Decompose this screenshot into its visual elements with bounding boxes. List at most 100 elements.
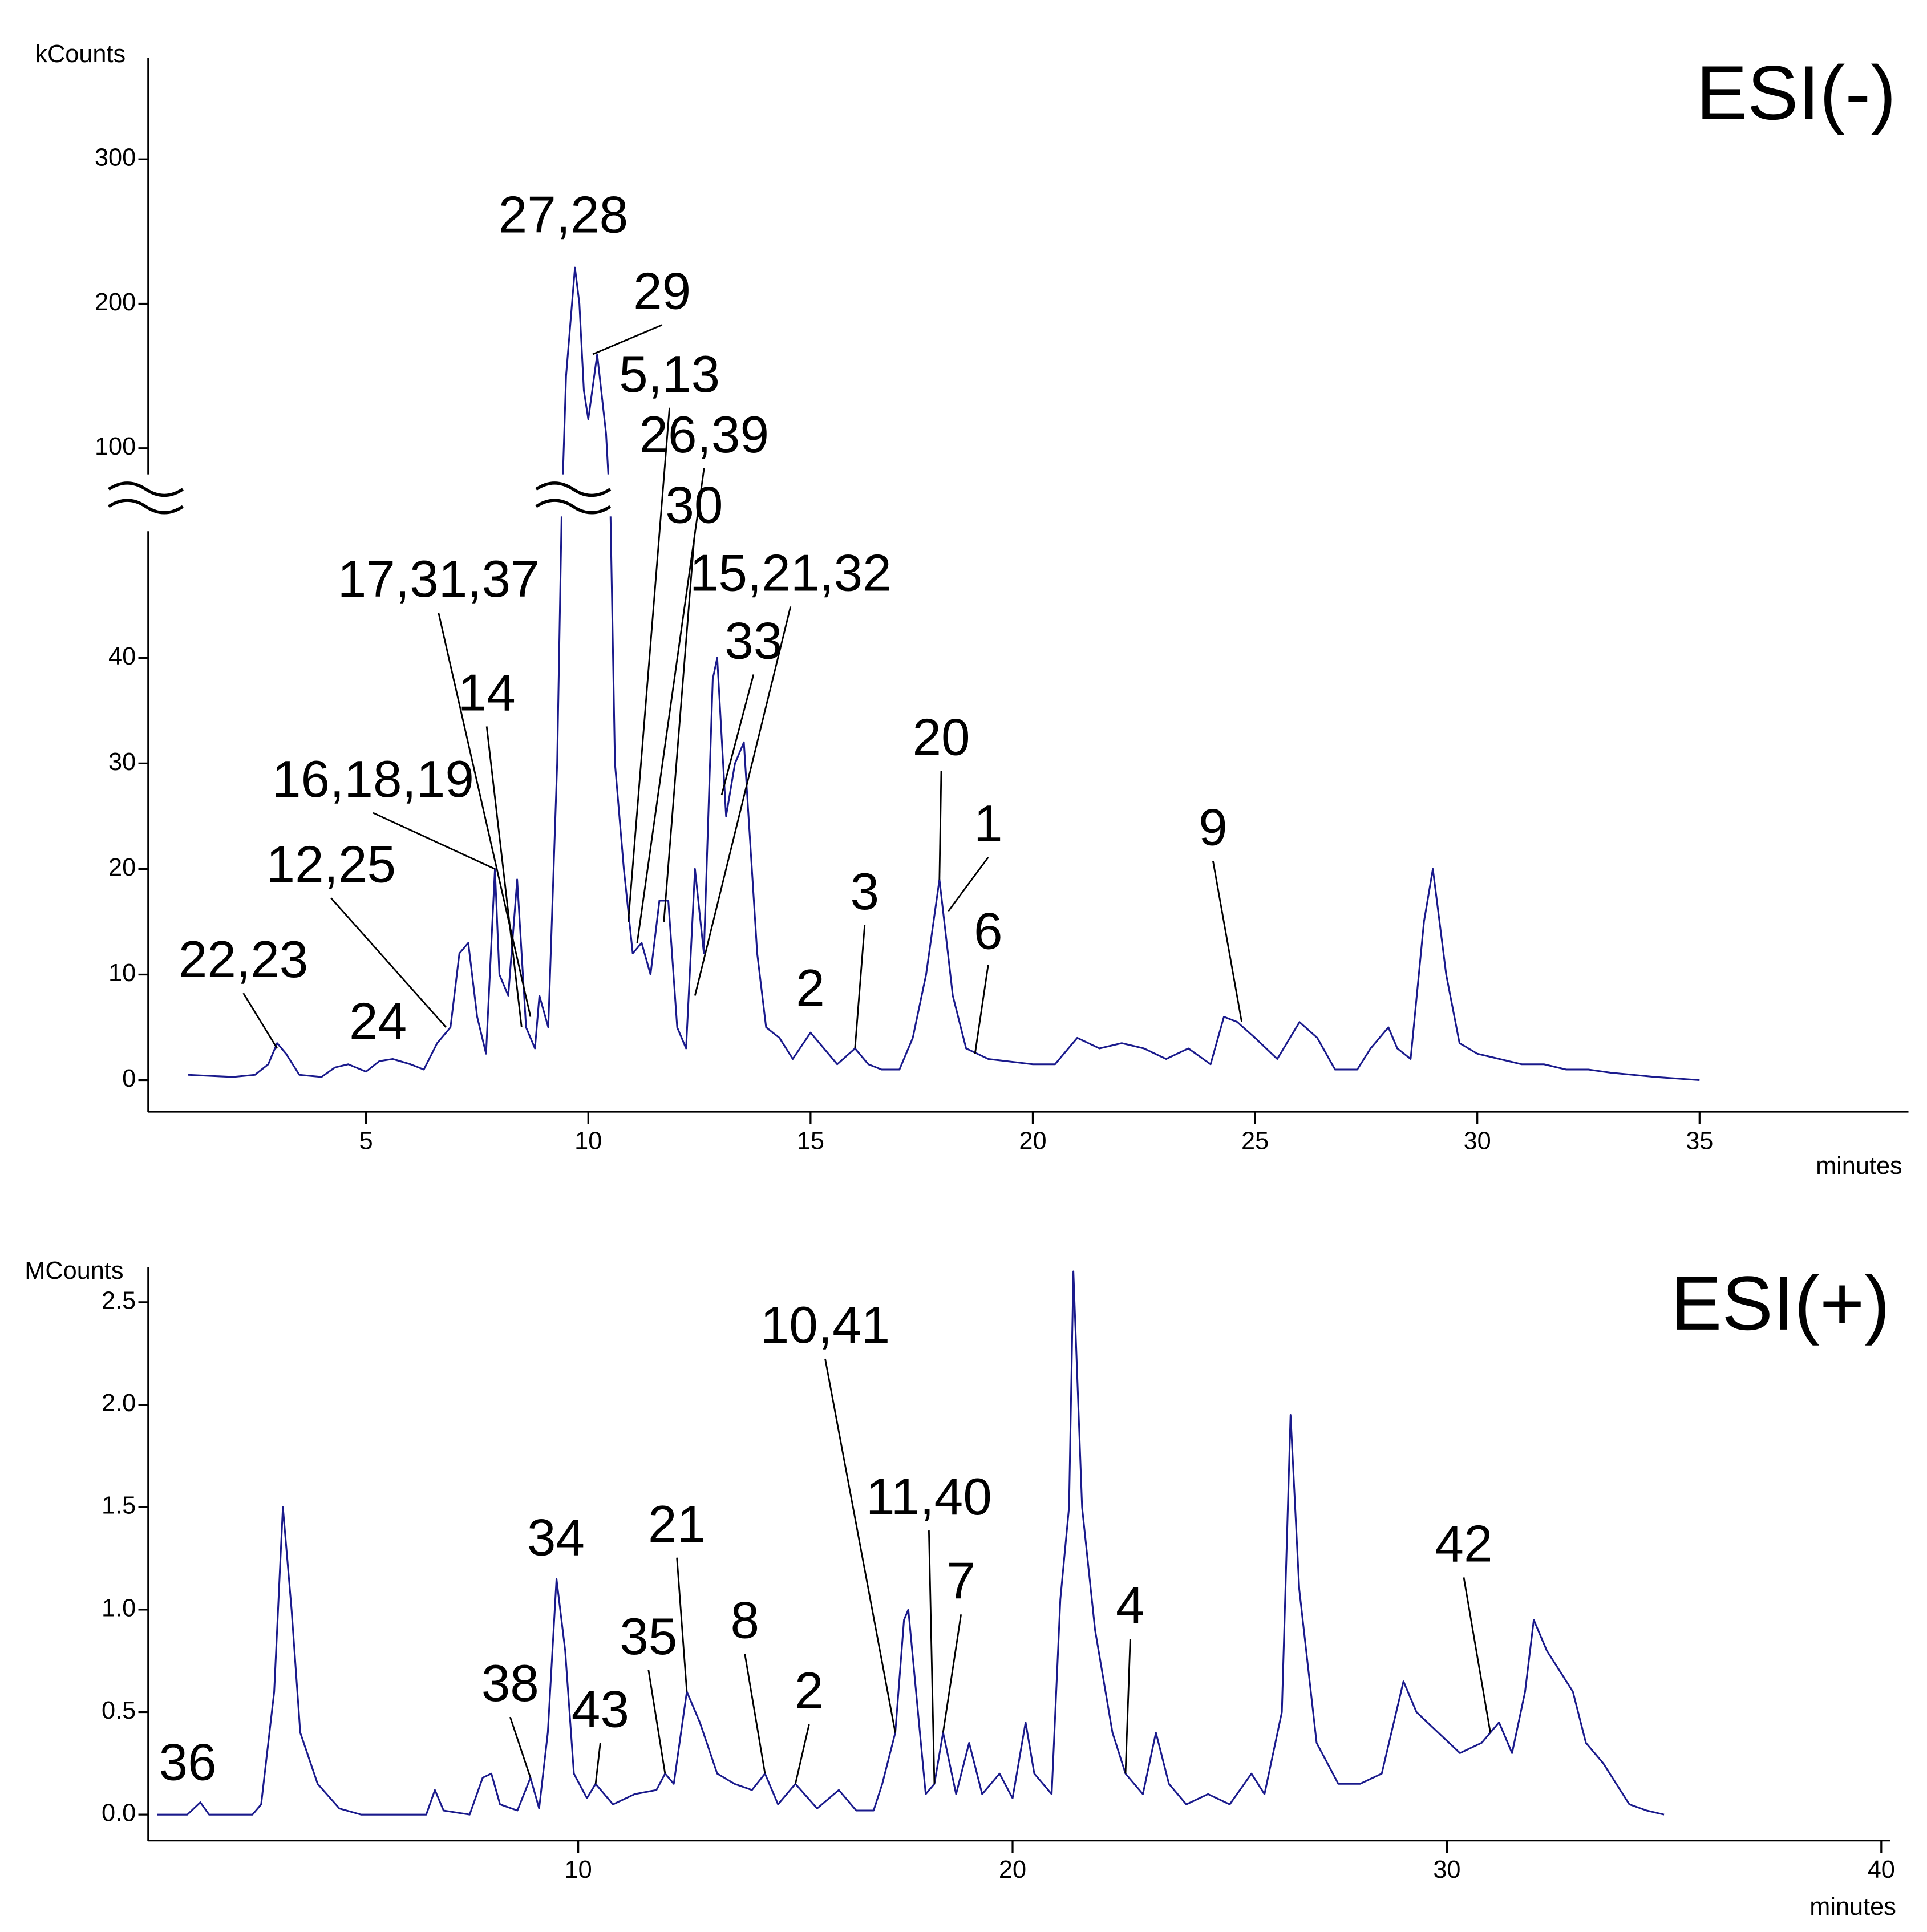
peak-leader: [720, 674, 755, 796]
peak-label: 10,41: [760, 1297, 890, 1354]
y-tick-label: 300: [95, 144, 136, 172]
trace: [157, 1270, 1665, 1816]
x-tick-label: 15: [797, 1128, 824, 1155]
peak-leader: [1212, 861, 1243, 1022]
peak-label: 30: [665, 476, 723, 534]
peak-leader: [509, 1716, 532, 1778]
x-tick-label: 20: [1019, 1128, 1046, 1155]
peak-label: 20: [912, 708, 970, 766]
peak-leader: [1124, 1639, 1131, 1774]
peak-leader: [948, 857, 989, 912]
peak-label: 2: [796, 959, 825, 1017]
peak-label: 9: [1199, 799, 1228, 856]
break-mask: [99, 474, 198, 517]
peak-label: 27,28: [499, 186, 629, 244]
peak-leader: [242, 993, 278, 1049]
chart-title: ESI(-): [1696, 50, 1896, 136]
peak-label: 22,23: [179, 931, 309, 989]
peak-leader: [694, 606, 792, 996]
peak-label: 34: [527, 1509, 585, 1567]
peak-label: 15,21,32: [690, 544, 892, 602]
chart-title: ESI(+): [1671, 1261, 1890, 1346]
x-tick-label: 5: [359, 1128, 373, 1155]
peak-label: 6: [974, 902, 1003, 960]
peak-leader: [594, 1743, 601, 1784]
y-tick-label: 0: [122, 1065, 136, 1092]
x-axis-label: minutes: [1809, 1893, 1896, 1921]
peak-leader: [627, 407, 671, 922]
peak-label: 5,13: [619, 346, 720, 403]
peak-leader: [647, 1670, 666, 1774]
peak-label: 26,39: [639, 406, 769, 464]
y-axis-label: kCounts: [35, 40, 126, 68]
peak-leader: [1463, 1577, 1491, 1733]
peak-label: 14: [458, 664, 516, 722]
peak-label: 36: [159, 1734, 217, 1792]
peak-leader: [438, 612, 532, 1017]
peak-label: 17,31,37: [338, 550, 540, 608]
peak-leader: [794, 1724, 810, 1784]
peak-label: 11,40: [866, 1468, 992, 1526]
peak-label: 33: [724, 613, 782, 670]
peak-leader: [676, 1557, 688, 1692]
peak-label: 7: [946, 1552, 975, 1610]
break-symbol: [108, 481, 184, 515]
panel: 0.0 0.5 1.0 1.5 2.0 2.5 10 20 30 40 minutes MCounts…: [25, 1257, 1896, 1921]
peak-leader: [330, 897, 447, 1028]
y-tick-label: 1.5: [102, 1492, 136, 1520]
x-tick-label: 30: [1433, 1856, 1460, 1884]
break-mask: [525, 474, 624, 517]
peak-leader: [942, 1614, 962, 1733]
peak-leader: [854, 925, 866, 1049]
peak-leader: [373, 812, 496, 870]
break-symbol: [535, 481, 612, 515]
peak-leader: [592, 324, 663, 355]
peak-label: 1: [974, 795, 1003, 853]
y-axis-label: MCounts: [25, 1257, 123, 1285]
peak-label: 4: [1116, 1577, 1145, 1635]
x-tick-label: 35: [1686, 1128, 1713, 1155]
y-tick-label: 40: [108, 643, 136, 670]
peak-leader: [974, 965, 989, 1054]
y-tick-label: 20: [108, 854, 136, 881]
y-tick-label: 30: [108, 748, 136, 776]
y-tick-label: 10: [108, 959, 136, 987]
x-tick-label: 10: [565, 1856, 592, 1884]
peak-label: 8: [730, 1592, 759, 1650]
peak-label: 24: [349, 993, 407, 1050]
peak-leader: [928, 1530, 936, 1784]
panel: 0 10 20 30 40 100 200 300 5 10 15 20 25 30 35 minutes kC…: [35, 40, 1909, 1180]
peak-label: 3: [850, 863, 879, 921]
peak-leader: [485, 726, 523, 1028]
y-tick-label: 200: [95, 289, 136, 316]
peak-label: 29: [633, 263, 691, 321]
trace: [188, 266, 1700, 1082]
peak-label: 21: [648, 1496, 706, 1553]
peak-label: 16,18,19: [272, 751, 474, 808]
y-tick-label: 0.0: [102, 1800, 136, 1827]
y-tick-label: 1.0: [102, 1594, 136, 1622]
x-tick-label: 30: [1464, 1128, 1491, 1155]
y-tick-label: 2.0: [102, 1390, 136, 1417]
y-tick-label: 100: [95, 433, 136, 460]
x-tick-label: 20: [999, 1856, 1026, 1884]
peak-leader: [744, 1654, 766, 1774]
peak-label: 35: [620, 1608, 677, 1666]
x-tick-label: 10: [574, 1128, 602, 1155]
peak-label: 42: [1435, 1515, 1492, 1573]
y-tick-label: 2.5: [102, 1287, 136, 1314]
y-tick-label: 0.5: [102, 1697, 136, 1724]
peak-label: 12,25: [266, 836, 396, 893]
peak-label: 2: [795, 1662, 824, 1720]
peak-leader: [824, 1358, 896, 1733]
x-tick-label: 40: [1868, 1856, 1895, 1884]
peak-leader: [663, 538, 695, 922]
peak-leader: [938, 771, 942, 880]
x-axis-label: minutes: [1816, 1152, 1902, 1180]
peak-label: 43: [572, 1681, 629, 1739]
axis-break: [99, 474, 624, 517]
peak-label: 38: [481, 1655, 539, 1712]
